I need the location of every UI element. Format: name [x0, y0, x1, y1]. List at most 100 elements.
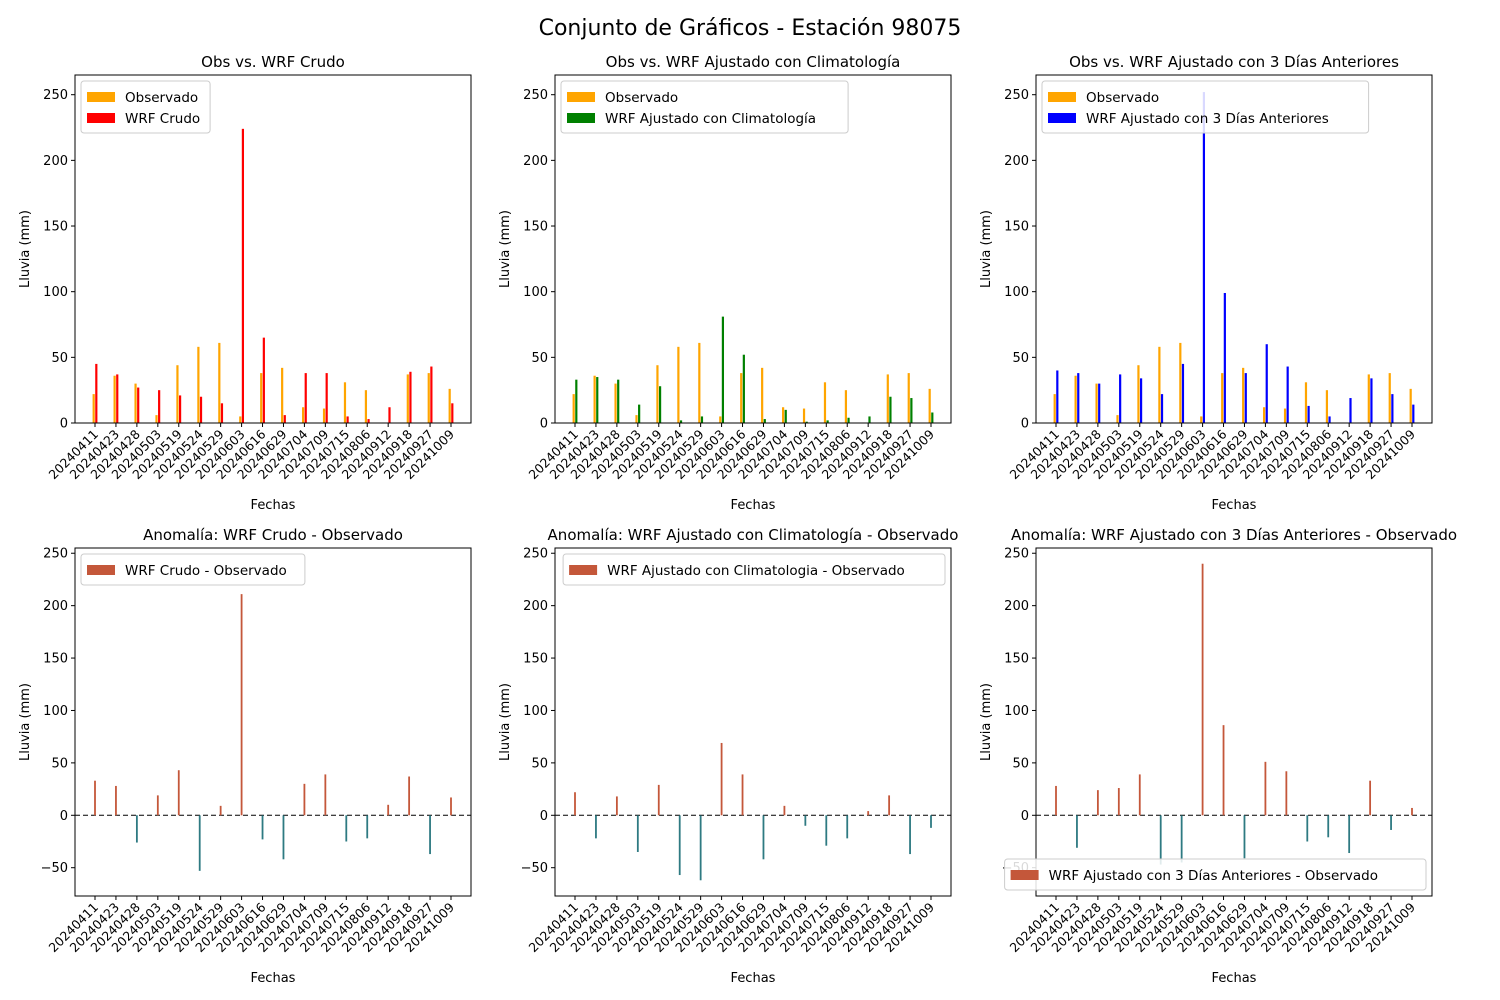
legend-box — [80, 553, 306, 586]
bar-2-20240524 — [679, 420, 683, 423]
bar-1-20240918 — [1367, 374, 1370, 423]
bar-2-20240603 — [1202, 92, 1206, 423]
y-tick-label: 0 — [1021, 417, 1029, 432]
legend-swatch — [567, 113, 595, 123]
bar-1-20240704 — [781, 407, 785, 423]
bar-1-20241009 — [1409, 388, 1412, 423]
bar-2-20240411 — [1056, 370, 1059, 423]
y-tick-label: 200 — [1004, 154, 1029, 169]
x-axis-label: Fechas — [251, 498, 296, 513]
bar-2-20240423 — [116, 374, 119, 423]
x-axis-label: Fechas — [731, 971, 776, 986]
bar-1-20240423 — [595, 815, 597, 839]
bar-2-20240503 — [158, 390, 161, 423]
x-axis-label: Fechas — [731, 498, 776, 513]
legend-label: WRF Ajustado con 3 Días Anteriores - Obs… — [1049, 868, 1378, 884]
bar-2-20240629 — [1244, 373, 1247, 423]
bar-2-20240715 — [1307, 405, 1310, 423]
bar-1-20240709 — [1283, 408, 1287, 423]
y-tick-label: 250 — [523, 88, 548, 103]
bar-1-20240529 — [219, 805, 222, 816]
bar-2-20240709 — [1286, 366, 1289, 423]
chart-title: Obs vs. WRF Crudo — [201, 53, 345, 71]
plot-frame — [1035, 547, 1433, 897]
bar-2-20240806 — [367, 419, 370, 423]
bar-2-20240519 — [178, 395, 182, 423]
bar-1-20240912 — [867, 811, 870, 816]
bar-1-20240918 — [406, 374, 409, 423]
bar-1-20241009 — [930, 815, 932, 828]
legend-label: WRF Ajustado con Climatologia - Observad… — [607, 563, 905, 579]
chart-panel-5: Anomalía: WRF Ajustado con Climatología … — [498, 526, 958, 986]
bar-1-20240423 — [113, 375, 116, 423]
y-axis-label: Lluvia (mm) — [498, 210, 513, 288]
bar-1-20240704 — [783, 805, 786, 816]
bar-1-20240806 — [1327, 815, 1330, 838]
legend-swatch — [567, 92, 595, 102]
chart-panel-3: Obs vs. WRF Ajustado con 3 Días Anterior… — [979, 53, 1433, 513]
bar-2-20240616 — [262, 337, 265, 423]
bar-2-20240629 — [283, 415, 286, 423]
bar-1-20240709 — [1285, 771, 1288, 816]
bar-1-20240529 — [1179, 342, 1182, 423]
bar-2-20241009 — [451, 403, 454, 423]
bar-1-20240704 — [303, 783, 306, 816]
bar-2-20240704 — [784, 409, 787, 423]
legend-label: WRF Ajustado con Climatología — [605, 111, 816, 127]
bar-1-20240715 — [345, 815, 348, 842]
bar-1-20240709 — [802, 408, 806, 423]
bar-1-20240519 — [177, 770, 180, 816]
y-tick-label: 50 — [1012, 756, 1029, 771]
bar-1-20240529 — [1180, 815, 1183, 863]
y-tick-label: 250 — [1004, 88, 1029, 103]
bar-2-20240428 — [1098, 383, 1101, 423]
bar-1-20240927 — [907, 373, 910, 423]
bar-1-20240616 — [1221, 373, 1224, 423]
bar-1-20240411 — [572, 394, 575, 423]
y-tick-label: 250 — [1004, 547, 1029, 562]
bar-1-20240603 — [1201, 563, 1204, 816]
y-axis-label: Lluvia (mm) — [498, 683, 513, 761]
figure-title: Conjunto de Gráficos - Estación 98075 — [538, 16, 962, 41]
bar-1-20240411 — [1055, 785, 1057, 816]
bar-1-20240616 — [260, 373, 263, 423]
bar-1-20240912 — [1348, 815, 1351, 854]
chart-title: Anomalía: WRF Crudo - Observado — [143, 526, 403, 544]
bar-2-20241009 — [1412, 404, 1415, 423]
bar-1-20241009 — [450, 797, 452, 816]
y-tick-label: 50 — [1012, 351, 1029, 366]
x-axis-label: Fechas — [1212, 498, 1257, 513]
bar-2-20240704 — [1265, 344, 1268, 423]
bar-1-20240603 — [719, 416, 722, 423]
bar-1-20240806 — [364, 390, 368, 423]
bar-1-20240616 — [1222, 725, 1225, 816]
bar-1-20240918 — [886, 374, 889, 423]
y-axis-label: Lluvia (mm) — [979, 210, 994, 288]
bar-1-20240709 — [804, 815, 807, 826]
bar-2-20240927 — [430, 366, 433, 423]
bar-2-20240918 — [409, 371, 412, 423]
plot-frame — [74, 74, 472, 424]
bar-1-20240629 — [282, 815, 285, 860]
bar-1-20240524 — [197, 346, 200, 423]
bar-1-20240428 — [1096, 790, 1099, 816]
legend-box — [1004, 858, 1427, 891]
bar-1-20240927 — [427, 373, 430, 423]
bar-1-20240529 — [698, 342, 701, 423]
y-tick-label: 0 — [540, 417, 548, 432]
bar-2-20240912 — [868, 416, 871, 423]
bar-1-20240715 — [1304, 382, 1308, 423]
y-tick-label: 250 — [43, 547, 68, 562]
bar-2-20240519 — [658, 386, 662, 423]
bar-1-20240428 — [135, 815, 138, 843]
bar-1-20240519 — [176, 365, 179, 423]
y-tick-label: 0 — [1021, 809, 1029, 824]
y-tick-label: 50 — [51, 351, 68, 366]
bar-2-20240411 — [95, 363, 98, 423]
legend-label: Observado — [1086, 90, 1159, 106]
bar-1-20240806 — [366, 815, 369, 839]
legend: WRF Ajustado con Climatologia - Observad… — [562, 553, 946, 586]
legend-swatch — [87, 113, 115, 123]
bar-1-20240423 — [1076, 815, 1078, 848]
